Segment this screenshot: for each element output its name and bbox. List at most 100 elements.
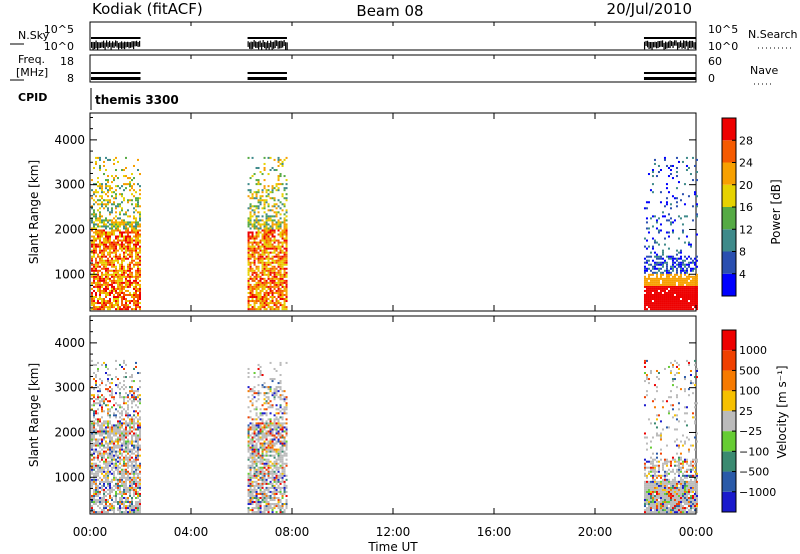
heatmap-cell	[115, 496, 117, 499]
heatmap-cell	[649, 189, 652, 192]
heatmap-cell	[267, 217, 270, 220]
heatmap-cell	[119, 235, 121, 238]
heatmap-cell	[125, 440, 127, 443]
heatmap-cell	[645, 281, 648, 284]
heatmap-cell	[679, 275, 682, 278]
heatmap-cell	[645, 448, 648, 451]
heatmap-cell	[127, 289, 129, 292]
heatmap-cell	[107, 446, 109, 449]
heatmap-cell	[129, 265, 131, 268]
heatmap-cell	[247, 371, 250, 375]
heatmap-cell	[655, 277, 658, 280]
heatmap-cell	[109, 283, 111, 286]
heatmap-cell	[659, 291, 662, 294]
heatmap-cell	[121, 243, 123, 246]
heatmap-cell	[661, 466, 664, 469]
heatmap-cell	[685, 281, 688, 284]
heatmap-cell	[253, 418, 256, 421]
heatmap-cell	[265, 503, 268, 506]
heatmap-cell	[247, 219, 250, 222]
heatmap-cell	[139, 501, 141, 504]
heatmap-cell	[91, 426, 93, 429]
heatmap-cell	[263, 162, 266, 165]
heatmap-cell	[255, 166, 258, 169]
heatmap-cell	[131, 496, 133, 499]
heatmap-cell	[121, 231, 123, 234]
heatmap-cell	[263, 382, 266, 385]
heatmap-cell	[275, 426, 278, 429]
heatmap-cell	[651, 287, 654, 290]
heatmap-cell	[101, 486, 103, 489]
heatmap-cell	[671, 293, 674, 296]
heatmap-cell	[97, 191, 99, 194]
heatmap-cell	[127, 424, 129, 427]
heatmap-cell	[279, 162, 282, 165]
heatmap-cell	[255, 498, 258, 502]
heatmap-cell	[689, 298, 692, 301]
heatmap-cell	[275, 442, 278, 445]
heatmap-cell	[135, 295, 137, 299]
heatmap-cell	[133, 400, 135, 403]
heatmap-cell	[107, 408, 109, 411]
heatmap-cell	[139, 498, 141, 502]
heatmap-cell	[99, 468, 101, 471]
heatmap-cell	[129, 484, 131, 487]
heatmap-cell	[115, 376, 117, 379]
heatmap-cell	[273, 259, 276, 262]
heatmap-cell	[257, 468, 260, 471]
heatmap-cell	[117, 450, 119, 453]
heatmap-cell	[117, 428, 119, 431]
heatmap-cell	[249, 191, 252, 194]
heatmap-cell	[113, 293, 115, 296]
heatmap-cell	[111, 382, 113, 385]
heatmap-cell	[279, 394, 282, 397]
heatmap-cell	[283, 484, 286, 487]
heatmap-cell	[663, 494, 666, 497]
heatmap-cell	[101, 255, 103, 258]
heatmap-cell	[103, 482, 105, 485]
heatmap-cell	[247, 300, 250, 303]
heatmap-cell	[257, 448, 260, 451]
heatmap-cell	[95, 474, 97, 477]
heatmap-cell	[249, 388, 252, 391]
heatmap-cell	[103, 231, 105, 234]
heatmap-cell	[115, 271, 117, 274]
heatmap-cell	[101, 271, 103, 274]
heatmap-cell	[643, 509, 646, 512]
heatmap-cell	[125, 434, 127, 437]
heatmap-cell	[671, 295, 674, 299]
beam-title: Beam 08	[356, 2, 423, 20]
heatmap-cell	[273, 448, 276, 451]
heatmap-cell	[281, 416, 284, 419]
nsky-tick-top: 10^5	[44, 23, 74, 36]
heatmap-cell	[667, 255, 670, 258]
heatmap-cell	[247, 466, 250, 469]
heatmap-cell	[121, 193, 123, 196]
heatmap-cell	[119, 462, 121, 465]
heatmap-cell	[279, 476, 282, 479]
heatmap-cell	[125, 432, 127, 435]
heatmap-cell	[689, 269, 692, 272]
heatmap-cell	[647, 418, 650, 421]
heatmap-cell	[251, 446, 254, 449]
heatmap-cell	[117, 420, 119, 423]
heatmap-cell	[107, 442, 109, 445]
heatmap-cell	[121, 480, 123, 483]
heatmap-cell	[117, 456, 119, 459]
heatmap-cell	[643, 474, 646, 477]
heatmap-cell	[93, 227, 95, 230]
heatmap-cell	[259, 369, 262, 372]
heatmap-cell	[97, 498, 99, 502]
heatmap-cell	[285, 295, 288, 299]
heatmap-cell	[673, 257, 676, 260]
heatmap-cell	[251, 444, 254, 447]
heatmap-cell	[657, 283, 660, 286]
heatmap-cell	[255, 484, 258, 487]
heatmap-cell	[265, 289, 268, 292]
heatmap-cell	[115, 367, 117, 370]
heatmap-cell	[257, 306, 260, 309]
heatmap-cell	[283, 175, 286, 178]
heatmap-cell	[115, 245, 117, 248]
heatmap-cell	[103, 474, 105, 477]
heatmap-cell	[115, 392, 117, 395]
